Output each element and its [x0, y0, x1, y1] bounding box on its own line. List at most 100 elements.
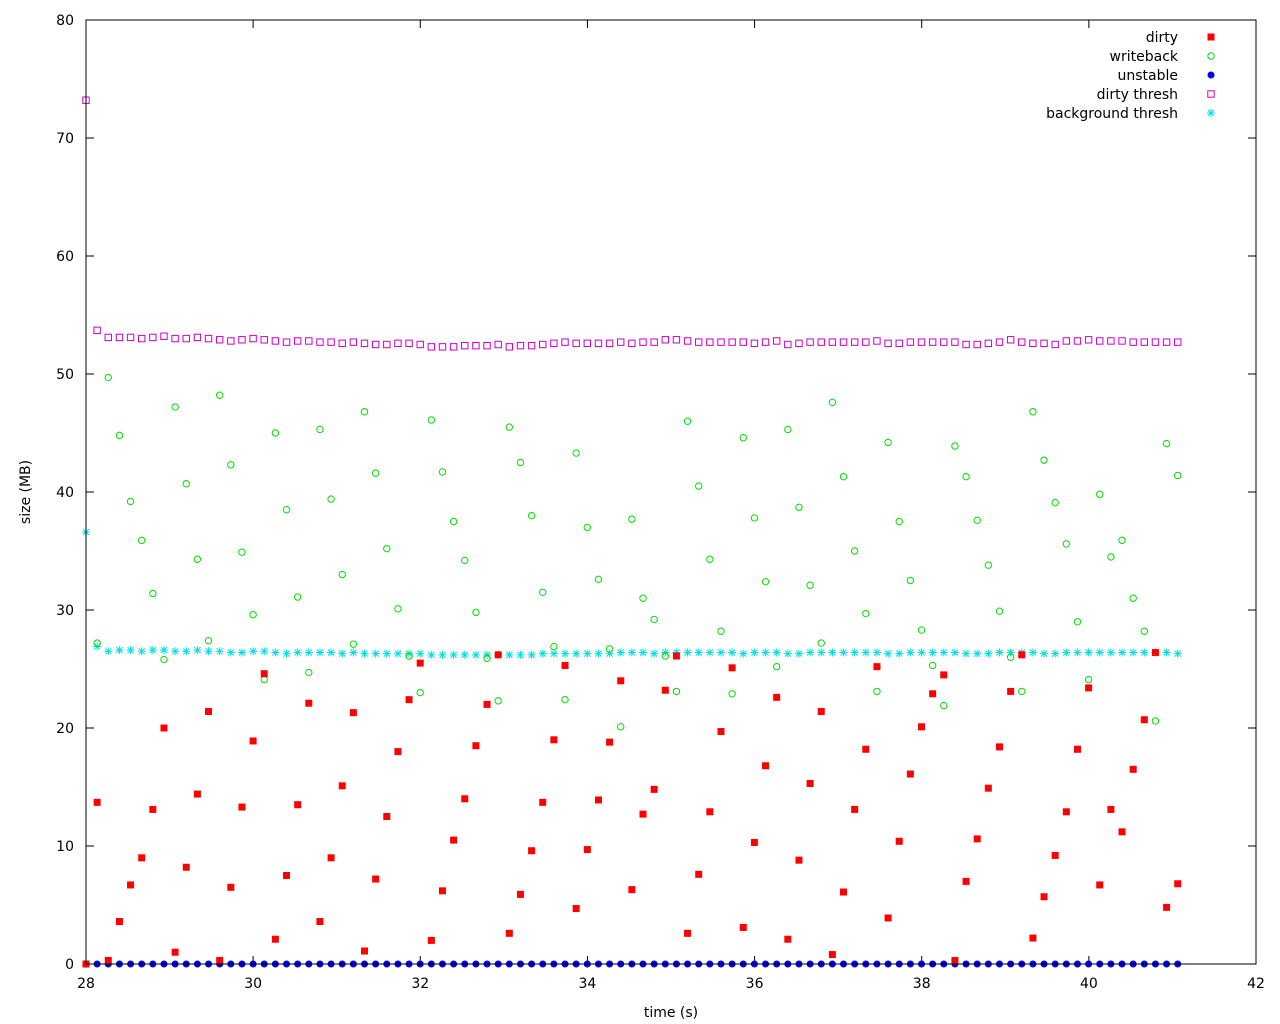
background-thresh-point — [349, 648, 358, 657]
background-thresh-point — [627, 648, 636, 657]
background-thresh-point — [204, 647, 213, 656]
writeback-point — [706, 555, 714, 563]
legend-marker — [1207, 33, 1215, 41]
background-thresh-point — [761, 648, 770, 657]
writeback-point — [1018, 687, 1026, 696]
background-thresh-point — [995, 648, 1004, 657]
dirty-thresh-point — [349, 338, 358, 346]
dirty-point — [929, 690, 937, 698]
writeback-point — [594, 575, 603, 584]
dirty-point — [617, 677, 625, 685]
dirty-point — [1174, 880, 1182, 888]
background-thresh-point — [449, 650, 458, 659]
dirty-thresh-point — [772, 337, 781, 345]
dirty-point — [338, 782, 346, 790]
dirty-thresh-point — [293, 337, 302, 345]
dirty-thresh-point — [483, 341, 491, 350]
background-thresh-point — [1040, 649, 1049, 658]
dirty-thresh-point — [862, 338, 870, 346]
dirty-thresh-point — [182, 334, 190, 343]
dirty-thresh-point — [1129, 338, 1137, 346]
writeback-point — [1107, 553, 1115, 561]
dirty-thresh-point — [215, 336, 224, 344]
background-thresh-point — [861, 648, 870, 657]
background-thresh-point — [215, 647, 224, 656]
dirty-point — [973, 835, 981, 843]
dirty-thresh-point — [962, 340, 970, 349]
writeback-point — [1084, 675, 1093, 684]
dirty-point — [283, 872, 291, 879]
writeback-point — [416, 688, 424, 697]
background-thresh-point — [371, 649, 380, 658]
dirty-point — [572, 905, 580, 913]
writeback-point — [394, 605, 402, 613]
dirty-point — [706, 808, 714, 816]
writeback-point — [1073, 618, 1082, 626]
dirty-thresh-point — [750, 339, 759, 348]
dirty-point — [951, 956, 959, 964]
writeback-point — [1151, 717, 1160, 725]
dirty-thresh-point — [104, 333, 112, 342]
x-tick-label: 40 — [1080, 976, 1098, 992]
background-thresh-point — [304, 648, 313, 657]
dirty-thresh-point — [550, 339, 558, 348]
background-thresh-point — [594, 649, 603, 658]
dirty-point — [516, 890, 524, 898]
y-tick-label: 70 — [56, 131, 74, 147]
background-thresh-point — [962, 649, 971, 658]
dirty-thresh-point — [795, 339, 803, 348]
background-thresh-point — [650, 649, 659, 658]
dirty-point — [695, 870, 703, 878]
writeback-point — [828, 398, 837, 407]
writeback-point — [227, 461, 235, 469]
x-tick-label: 32 — [411, 976, 429, 992]
writeback-point — [728, 690, 736, 698]
dirty-point — [505, 929, 513, 937]
dirty-thresh-point — [1140, 338, 1149, 346]
dirty-thresh-point — [371, 340, 380, 349]
legend-label: background thresh — [1046, 106, 1178, 122]
y-tick-label: 20 — [56, 721, 74, 737]
background-thresh-point — [527, 650, 536, 659]
dirty-point — [561, 661, 569, 669]
writeback-point — [739, 434, 747, 442]
x-axis-label: time (s) — [644, 1005, 698, 1021]
writeback-point — [817, 639, 825, 647]
dirty-thresh-point — [806, 338, 814, 346]
dirty-point — [583, 846, 591, 854]
writeback-point — [683, 417, 692, 425]
dirty-thresh-point — [138, 334, 146, 343]
writeback-point — [1129, 594, 1137, 602]
dirty-thresh-point — [706, 338, 714, 346]
dirty-point — [438, 887, 446, 895]
dirty-point — [394, 748, 402, 756]
dirty-point — [1163, 903, 1171, 911]
writeback-point — [461, 556, 469, 565]
dirty-thresh-point — [672, 336, 681, 344]
writeback-point — [895, 517, 903, 526]
dirty-point — [216, 956, 224, 964]
writeback-point — [204, 636, 213, 645]
dirty-point — [895, 837, 903, 845]
dirty-point — [1018, 651, 1026, 659]
background-thresh-point — [115, 646, 124, 655]
writeback-point — [873, 687, 881, 696]
dirty-thresh-point — [405, 339, 413, 348]
writeback-point — [115, 431, 124, 440]
dirty-thresh-point — [1073, 337, 1082, 345]
background-thresh-point — [884, 649, 893, 658]
dirty-point — [739, 923, 747, 931]
writeback-point — [472, 608, 480, 617]
background-thresh-point — [906, 648, 915, 657]
dirty-thresh-point — [338, 339, 346, 348]
writeback-point — [951, 442, 959, 450]
y-tick-label: 60 — [56, 249, 74, 265]
dirty-point — [750, 838, 758, 846]
writeback-point — [171, 403, 179, 411]
dirty-point — [851, 805, 859, 813]
writeback-point — [1006, 653, 1015, 661]
writeback-point — [327, 495, 335, 503]
dirty-point — [227, 883, 235, 891]
writeback-point — [906, 576, 915, 585]
